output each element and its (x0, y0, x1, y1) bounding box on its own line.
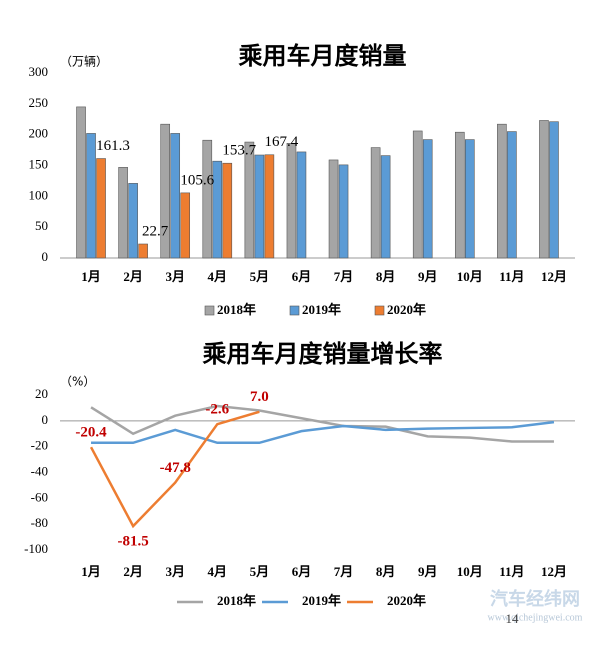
data-label: 161.3 (96, 138, 130, 154)
line-series (91, 420, 555, 445)
bar (370, 147, 381, 259)
page-number: 14 (506, 611, 520, 626)
x-tick-label: 1月 (81, 269, 101, 284)
x-tick-label: 12月 (541, 269, 567, 284)
bar (128, 183, 138, 259)
y-tick-label: 20 (35, 386, 48, 401)
data-label: 105.6 (180, 172, 214, 188)
bar (138, 243, 148, 259)
x-tick-label: 9月 (418, 564, 438, 579)
bar (254, 154, 265, 259)
legend-label: 2019年 (302, 593, 341, 608)
bar (296, 151, 307, 259)
y-tick-label: 0 (42, 249, 49, 264)
x-tick-label: 8月 (376, 269, 396, 284)
data-label: -47.8 (160, 460, 191, 476)
x-tick-label: 2月 (123, 269, 143, 284)
bar (464, 139, 475, 259)
y-tick-label: -80 (31, 515, 48, 530)
y-tick-label: 0 (42, 412, 49, 427)
data-label: 167.4 (265, 134, 299, 150)
data-label: 22.7 (142, 223, 169, 239)
x-tick-label: 5月 (250, 564, 270, 579)
bar (202, 139, 213, 259)
bar (380, 155, 391, 259)
x-tick-label: 3月 (165, 269, 185, 284)
x-tick-label: 9月 (418, 269, 438, 284)
y-tick-label: 250 (29, 95, 49, 110)
chart-title: 乘用车月度销量增长率 (202, 340, 443, 368)
x-tick-label: 5月 (250, 269, 270, 284)
y-tick-label: 300 (29, 64, 49, 79)
x-tick-label: 2月 (123, 564, 143, 579)
bar (86, 133, 96, 259)
x-tick-label: 7月 (334, 269, 354, 284)
chart-title: 乘用车月度销量 (238, 42, 407, 70)
x-tick-label: 11月 (499, 269, 524, 284)
legend-label: 2018年 (217, 302, 256, 317)
x-tick-label: 8月 (376, 564, 396, 579)
bar (286, 143, 297, 259)
watermark-url: www.qichejingwei.com (488, 612, 583, 623)
watermark-brand: 汽车经纬网 (490, 588, 580, 610)
bar (454, 131, 465, 259)
legend-swatch (289, 305, 300, 316)
bar (549, 121, 559, 259)
line-series (90, 404, 554, 443)
x-tick-label: 7月 (334, 564, 354, 579)
legend-label: 2020年 (387, 593, 426, 608)
x-tick-label: 4月 (208, 564, 228, 579)
data-label: 7.0 (250, 389, 269, 405)
data-label: 153.7 (222, 143, 256, 159)
data-label: -81.5 (118, 534, 149, 550)
bar (328, 159, 339, 259)
bar (212, 160, 223, 259)
y-tick-label: -20 (31, 438, 48, 453)
x-tick-label: 4月 (208, 269, 228, 284)
bar (160, 123, 171, 259)
data-label: -20.4 (75, 425, 107, 441)
y-tick-label: -60 (31, 489, 48, 504)
bar (244, 141, 255, 259)
x-tick-label: 1月 (81, 564, 101, 579)
y-tick-label: 50 (35, 218, 48, 233)
bar (118, 167, 128, 259)
legend-swatch (374, 305, 385, 316)
line-series (89, 410, 260, 529)
bar (422, 139, 433, 259)
data-label: -2.6 (205, 402, 229, 418)
bar (180, 192, 191, 259)
y-tick-label: -40 (31, 463, 48, 478)
bar (96, 158, 106, 259)
y-tick-label: 100 (29, 187, 49, 202)
legend-label: 2020年 (387, 302, 426, 317)
y-tick-label: -100 (24, 541, 48, 556)
y-tick-label: 150 (29, 156, 49, 171)
bar (264, 154, 275, 259)
bar (412, 130, 423, 259)
legend-swatch (204, 305, 215, 316)
x-tick-label: 10月 (457, 269, 483, 284)
x-tick-label: 6月 (292, 269, 312, 284)
bar (76, 106, 86, 259)
bar (507, 131, 517, 259)
x-tick-label: 3月 (165, 564, 185, 579)
bar (497, 123, 507, 259)
y-axis-label: （万辆） (60, 55, 108, 69)
x-tick-label: 12月 (541, 564, 567, 579)
legend-label: 2018年 (217, 593, 256, 608)
y-tick-label: 200 (29, 126, 49, 141)
legend-label: 2019年 (302, 302, 341, 317)
x-tick-label: 10月 (457, 564, 483, 579)
bar (539, 120, 549, 259)
bar (222, 162, 233, 259)
bar (170, 133, 181, 259)
y-axis-label: （%） (60, 375, 95, 389)
bar (338, 164, 349, 259)
x-tick-label: 11月 (499, 564, 524, 579)
x-tick-label: 6月 (292, 564, 312, 579)
